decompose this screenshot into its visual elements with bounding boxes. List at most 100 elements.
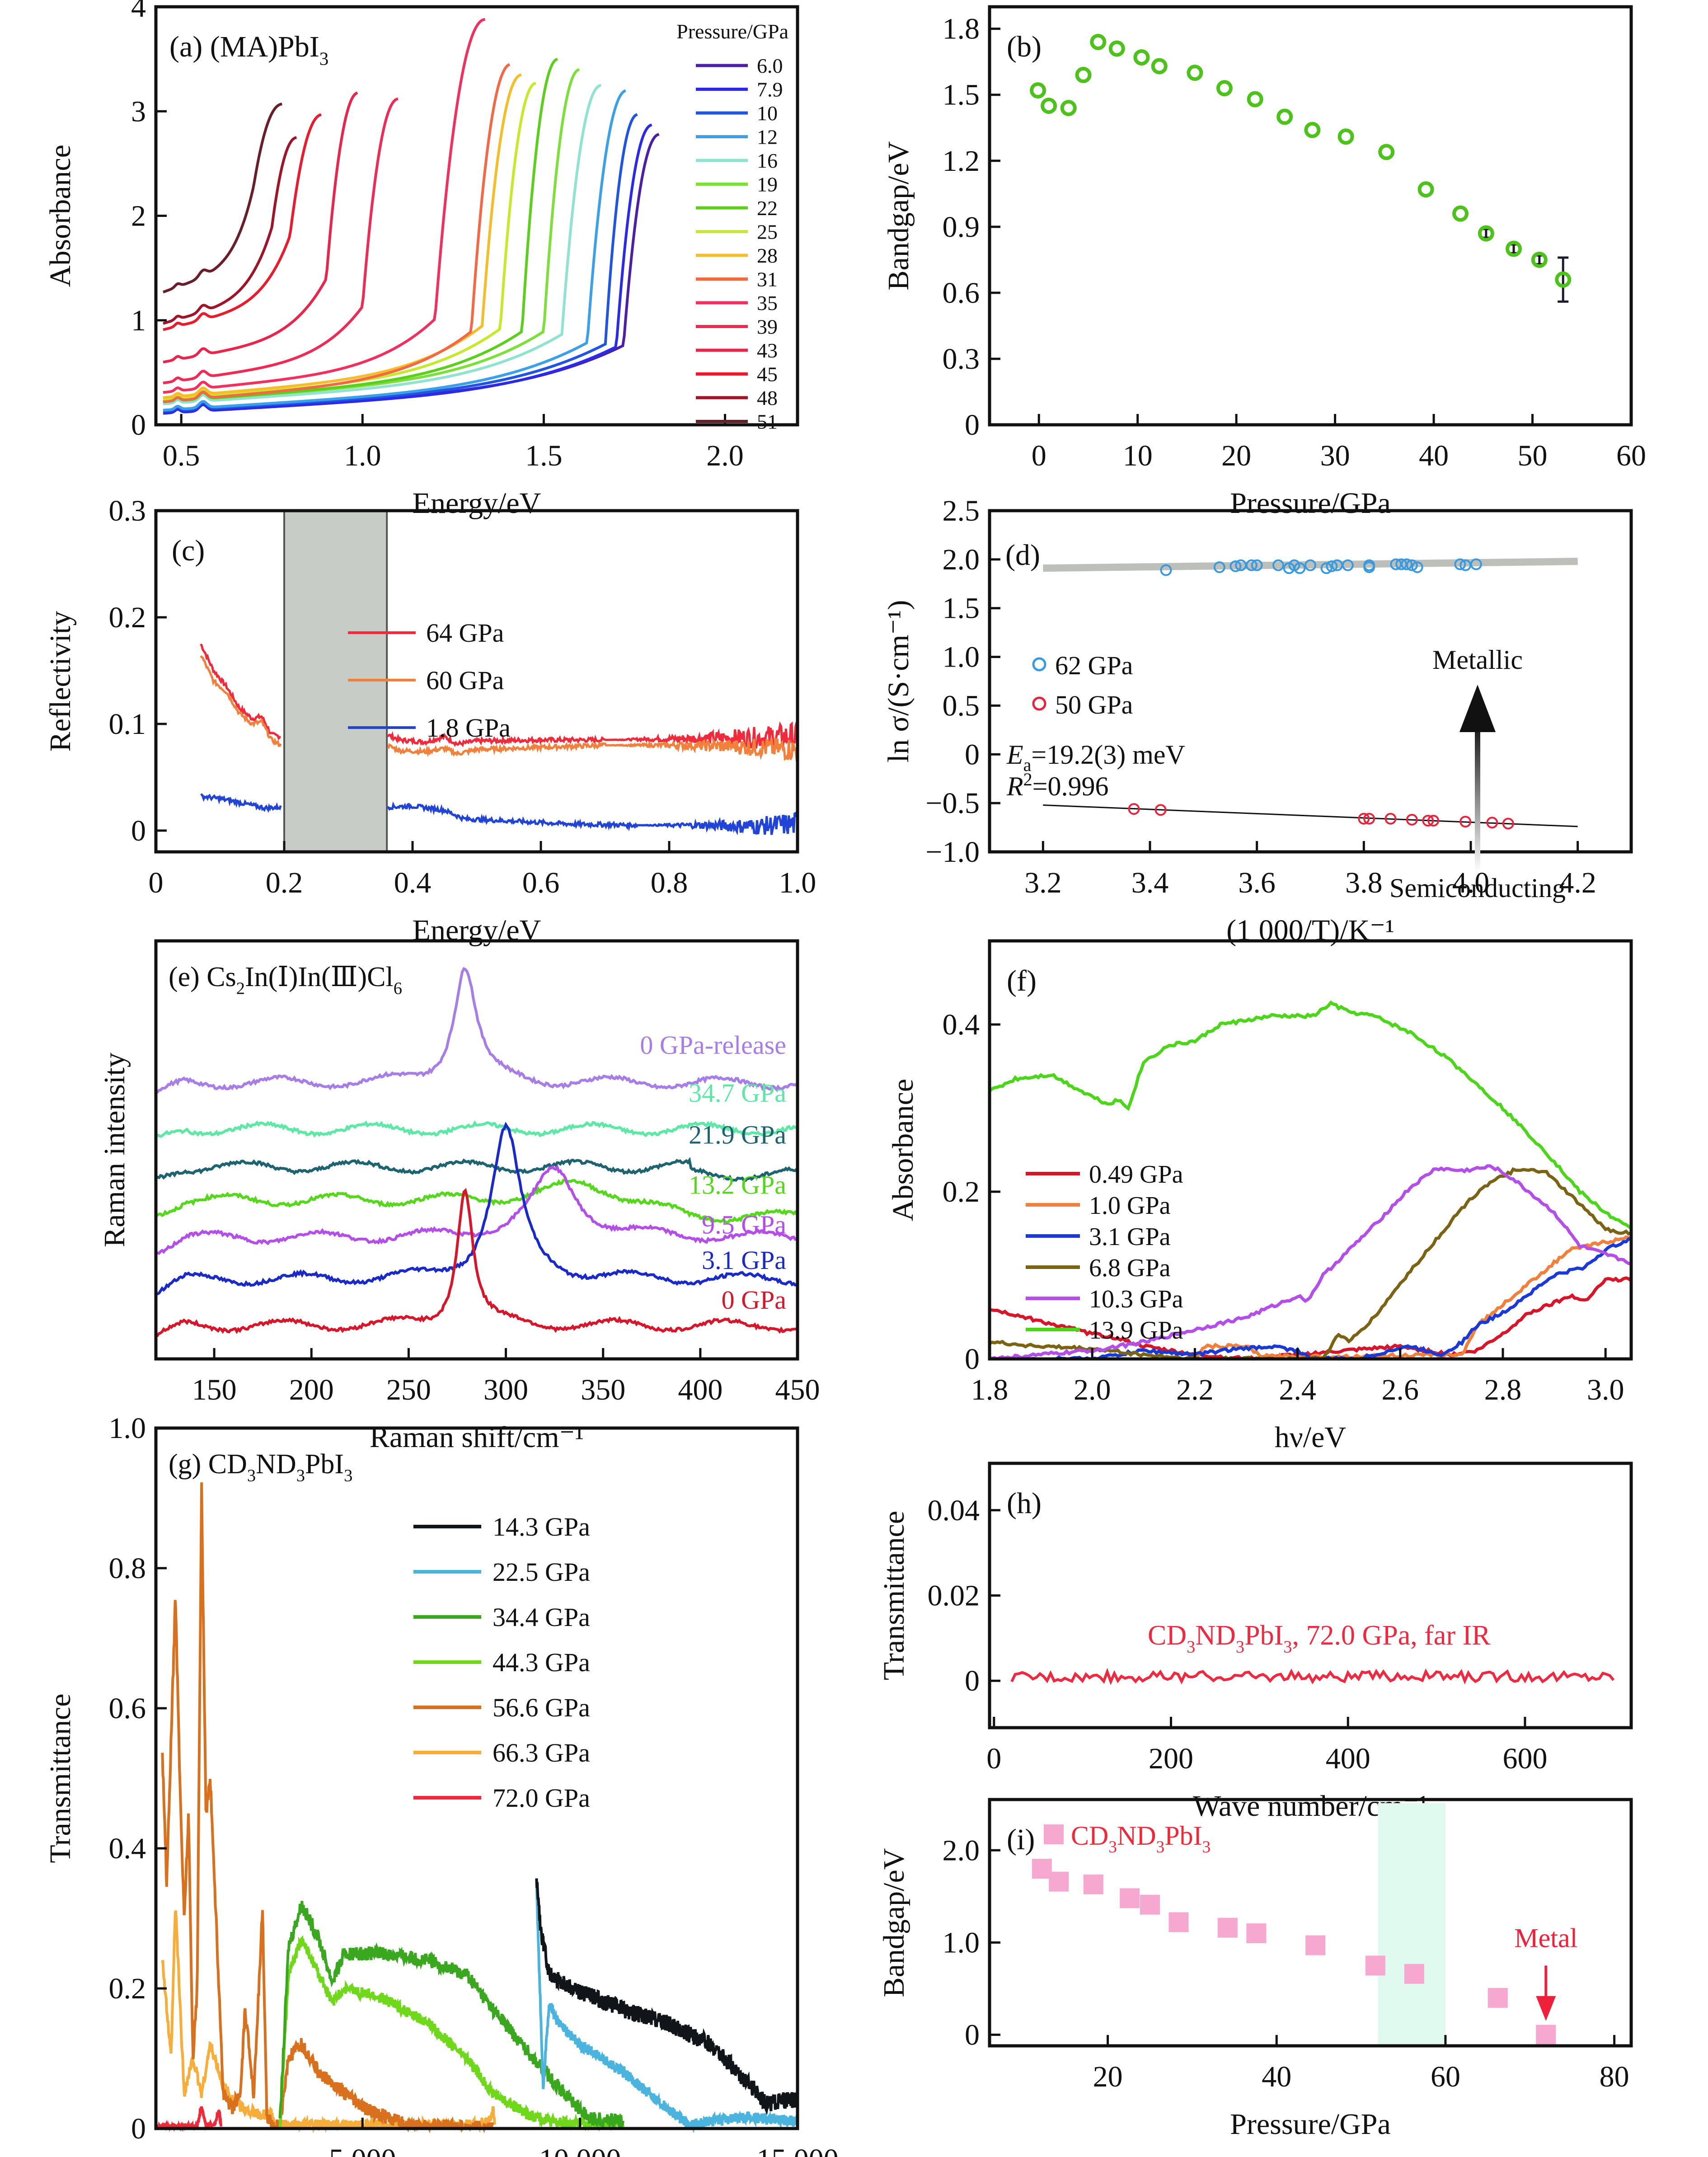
y-tick-label: 1.5 [943,79,980,112]
series-line-45 [163,113,322,331]
axes-frame [988,1798,1633,2048]
series-line [156,2106,222,2132]
y-tick-label: 0.02 [928,1579,980,1612]
subscript: 3 [1202,1838,1211,1856]
y-tick-label: 0.6 [943,277,980,310]
series-label: 21.9 GPa [689,1120,786,1150]
x-tick-label: 60 [1431,2060,1460,2093]
x-tick-label: 3.8 [1345,866,1383,899]
series-line [535,1878,799,2115]
fit-line [1043,804,1578,827]
panel-label: (c) [172,534,205,567]
panel-i: 20 40 60 8001.02.0Pressure/GPaBandgap/eVCD3… [877,1798,1633,2141]
y-tick-label: 0.2 [109,1972,146,2005]
series-line [387,738,798,762]
x-tick-label: 60 [1616,439,1646,472]
y-tick-label: 2.5 [943,494,980,527]
data-point [1378,144,1395,160]
x-tick-label: 3.6 [1238,866,1276,899]
x-tick-label: 0 [149,866,164,899]
y-tick-label: 1.0 [109,1412,146,1445]
y-tick-label: 3 [131,95,146,128]
data-point [1049,1871,1069,1892]
y-tick-label: 0.5 [943,689,980,722]
x-tick-label: 3.4 [1131,866,1169,899]
y-tick-label: 2 [131,200,146,233]
subscript: 3 [344,1466,352,1485]
y-axis-label: Absorbance [887,1079,920,1221]
data-point [1337,128,1354,145]
series-line [200,643,281,741]
x-tick-label: 3.2 [1024,866,1062,899]
x-tick-label: 80 [1600,2060,1629,2093]
x-tick-label: 10 000 [539,2143,621,2157]
legend-title: Pressure/GPa [676,20,788,43]
data-point [1427,814,1440,827]
legend-label: 60 GPa [426,666,504,695]
x-axis-label: Pressure/GPa [1230,487,1391,520]
x-tick-label: 30 [1320,439,1350,472]
data-point [1365,1955,1385,1976]
series-line-39 [163,97,399,385]
x-tick-label: 600 [1502,1742,1547,1775]
y-tick-label: 0.6 [109,1692,146,1725]
legend-label: 39 [757,315,778,338]
x-tick-label: 2.0 [1074,1373,1111,1406]
subscript: 3 [319,48,328,69]
x-tick-label: 200 [289,1373,334,1406]
y-axis-label: Bandgap/eV [882,141,915,291]
panel-label: (b) [1007,30,1042,63]
x-tick-label: 0 [1032,439,1046,472]
y-tick-label: 0.04 [928,1494,980,1527]
legend-label: 28 [757,244,778,267]
symbol: R [1006,771,1023,801]
data-point [1459,816,1472,828]
data-point [1304,122,1321,138]
y-axis-label: Reflectivity [44,611,77,752]
label-part: In(Ⅰ)In(Ⅲ)Cl [245,962,394,992]
x-tick-label: 0.4 [394,866,432,899]
y-tick-label: 2.0 [943,1834,980,1867]
data-point [1140,1894,1160,1915]
series-line [161,1910,496,2134]
data-point [1502,818,1514,830]
label-part: (e) Cs [169,962,236,992]
subscript: 2 [236,979,245,998]
x-tick-label: 150 [192,1373,237,1406]
data-point [1406,813,1418,826]
series-line [387,801,798,836]
symbol: E [1006,740,1023,770]
data-point [1032,1859,1052,1879]
series-label: 13.2 GPa [689,1170,786,1200]
legend-label: 10 [757,102,778,125]
series-label: 0 GPa [722,1285,786,1315]
y-tick-label: −0.5 [925,787,980,820]
data-point [1217,1917,1238,1938]
x-tick-label: 0.8 [651,866,688,899]
x-tick-label: 4.2 [1559,866,1596,899]
axes-frame [988,509,1633,854]
data-point [1246,1923,1267,1943]
y-tick-label: 0 [965,1664,980,1697]
x-tick-label: 2.2 [1176,1373,1214,1406]
legend-label: 45 [757,363,778,386]
panel-g: 5 00010 00015 00000.20.40.60.81.0Wave nu… [44,1412,839,2157]
legend-label: 13.9 GPa [1089,1316,1183,1344]
panel-label: (h) [1007,1487,1042,1520]
legend-label: 22 [757,197,778,220]
x-tick-label: 0 [986,1742,1001,1775]
panel-a: 0.5 1.0 1.5 2.001234Energy/eVAbsorbance(a) … [44,0,799,520]
y-tick-label: −1.0 [925,836,980,869]
x-tick-label: 0.2 [266,866,303,899]
plot-area [1043,558,1578,830]
x-axis-label: Energy/eV [413,487,541,520]
subscript: 3 [1108,1838,1117,1856]
data-point [1404,1964,1424,1984]
panel-label: (e) Cs2In(Ⅰ)In(Ⅲ)Cl6 [169,962,402,998]
metallic-label: Metallic [1432,645,1523,675]
legend-label: 19 [757,173,778,196]
series-line [989,1164,1632,1361]
legend-label: 64 GPa [426,618,504,648]
label-part: PbI [1164,1821,1202,1851]
data-point [1555,271,1572,288]
